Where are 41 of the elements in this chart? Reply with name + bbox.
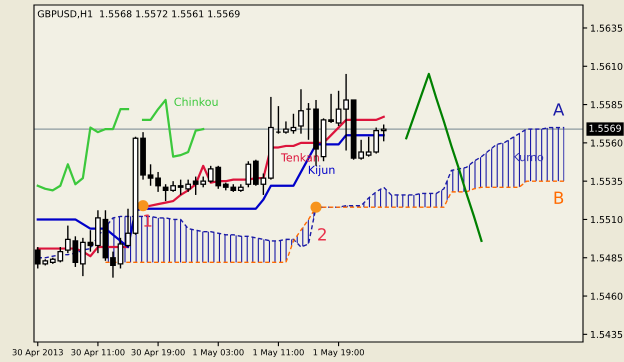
- y-tick-label: 1.5610: [590, 62, 622, 70]
- line-series: [405, 72, 483, 242]
- candlestick: [276, 105, 282, 134]
- candlestick: [64, 224, 71, 254]
- y-tick-label: 1.5560: [590, 139, 622, 147]
- chart-title: GBPUSD,H1 1.5568 1.5572 1.5561 1.5569: [38, 10, 240, 18]
- y-tick-label: 1.5485: [590, 254, 622, 262]
- ref-line-label: 1.5569: [590, 124, 621, 132]
- candlestick: [208, 165, 214, 184]
- candlestick: [380, 124, 387, 142]
- x-tick-label: 1 May 19:00: [314, 349, 364, 358]
- x-tick-label: 30 Apr 19:00: [132, 349, 185, 358]
- candlestick: [178, 178, 184, 196]
- candlestick: [185, 178, 192, 193]
- candlestick: [373, 126, 380, 154]
- y-tick-label: 1.5460: [590, 292, 622, 300]
- x-tick-label: 30 Apr 2013: [12, 349, 63, 358]
- y-tick-label: 1.5635: [590, 24, 622, 32]
- candlestick: [57, 246, 64, 264]
- candlestick: [366, 136, 372, 158]
- x-tick-label: 1 May 11:00: [253, 349, 304, 358]
- candlestick: [192, 176, 199, 196]
- candlestick: [215, 165, 222, 190]
- candlestick: [252, 159, 259, 186]
- series-label: B: [554, 192, 564, 204]
- candlestick: [72, 236, 78, 268]
- candlestick: [298, 88, 304, 134]
- candlestick: [200, 176, 206, 188]
- candlestick: [306, 102, 312, 140]
- y-tick-label: 1.5585: [590, 101, 622, 108]
- candlestick: [245, 160, 252, 188]
- y-tick-label: 1.5510: [590, 216, 622, 224]
- series-label: Chinkou: [174, 97, 218, 106]
- series-label: A: [553, 103, 564, 116]
- series-label: Kijun: [308, 165, 334, 176]
- y-tick-label: 1.5535: [590, 178, 622, 185]
- annotation: 2: [318, 228, 326, 240]
- x-tick-label: 30 Apr 11:00: [71, 349, 125, 358]
- x-tick-label: 1 May 03:00: [193, 349, 244, 358]
- y-tick-label: 1.5435: [590, 330, 622, 338]
- candlestick: [358, 139, 364, 160]
